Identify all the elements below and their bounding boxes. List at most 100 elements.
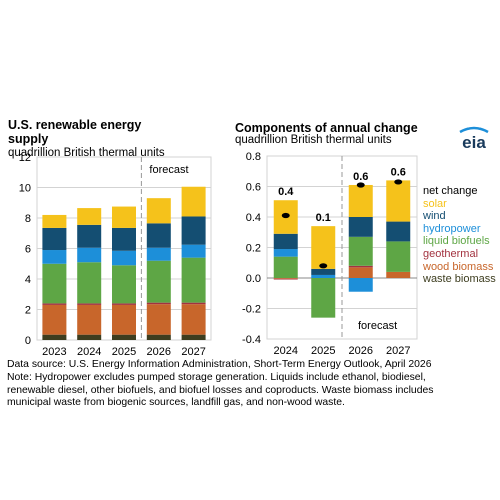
bar-segment-geothermal [112,303,136,305]
note-line-2: renewable diesel, other biofuels, and bi… [7,384,434,396]
net-change-label: 0.6 [391,166,406,178]
legend-item-solar: solar [423,197,447,210]
bar-segment-liquid-biofuels [348,236,373,266]
net-change-label: 0.4 [278,186,294,198]
y-tick-label-right: 0.4 [246,212,261,224]
charts-svg: 0 2 4 6 8 10 12 forecast 2023 2024 2025 2026 2027 -0… [19,151,418,358]
eia-logo-text: eia [462,133,486,152]
legend-item-waste-biomass: waste biomass [423,273,496,286]
bar-segment-wood-biomass [386,271,411,278]
y-tick-label-right: -0.2 [242,304,261,316]
note-line-3: municipal waste from biogenic sources, l… [7,397,345,409]
bar-segment-wood-biomass [146,304,171,335]
net-change-label: 0.1 [316,212,331,224]
bar-segment-solar [386,180,411,222]
net-change-marker [319,263,328,269]
bar-segment-solar [146,198,171,224]
data-source-text: Data source: U.S. Energy Information Adm… [7,359,432,370]
forecast-label-left: forecast [149,164,188,176]
bar-segment-solar [348,184,373,217]
legend-item-geothermal: geothermal [423,248,479,260]
y-tick-label-left: 2 [25,305,31,317]
y-tick-label-left: 0 [25,335,31,347]
legend-item-wood-biomass: wood biomass [423,260,494,273]
bar-segment-hydropower [273,249,298,257]
bar-segment-geothermal [77,303,102,305]
x-tick-label-right: 2027 [386,345,410,357]
bar-segment-wood-biomass [77,304,102,335]
left-chart-title-line2: supply [8,132,49,146]
bar-segment-wood-biomass [42,304,67,335]
eia-logo: eia [457,126,491,152]
bar-segment-waste-biomass [77,334,102,340]
bar-segment-wind [348,217,373,237]
left-chart: 0 2 4 6 8 10 12 forecast 2023 2024 2025 2026 2027 [19,152,212,358]
bar-segment-geothermal [181,302,206,305]
x-tick-label-left: 2026 [147,346,171,358]
bar-segment-wood-biomass [181,304,206,335]
bar-segment-geothermal [273,278,298,280]
bar-segment-wind [311,268,336,275]
bar-segment-hydropower [112,250,136,266]
bar-segment-wind [112,227,136,251]
bar-segment-solar [42,214,67,228]
legend-item-wind: wind [423,210,446,223]
y-tick-label-left: 4 [25,274,31,286]
left-chart-title: U.S. renewable energy supply [8,118,141,146]
bar-segment-wood-biomass [348,267,373,278]
bar-segment-liquid-biofuels [273,256,298,278]
y-tick-label-left: 6 [25,244,31,256]
y-tick-label-left: 10 [19,183,31,195]
y-tick-label-right: 0.6 [246,182,261,194]
x-tick-label-right: 2024 [274,345,298,357]
bar-segment-solar [77,208,102,225]
x-tick-label-right: 2025 [311,345,335,357]
bar-segment-liquid-biofuels [112,265,136,304]
net-change-marker [356,182,365,188]
y-tick-label-right: 0.8 [246,151,261,163]
bar-segment-geothermal [146,302,171,305]
y-tick-label-right: 0.2 [246,243,261,255]
bar-segment-waste-biomass [42,334,67,340]
bar-segment-waste-biomass [181,334,206,340]
net-change-marker [281,212,290,219]
forecast-label-right: forecast [358,320,397,332]
footer-notes: Data source: U.S. Energy Information Adm… [7,359,495,410]
bar-segment-wind [146,223,171,248]
bar-segment-geothermal [42,303,67,305]
x-tick-label-right: 2026 [349,345,373,357]
bar-segment-liquid-biofuels [42,263,67,304]
legend-item-net-change: net change [423,185,478,197]
bar-segment-liquid-biofuels [311,278,336,318]
legend-item-hydropower: hydropower [423,222,481,235]
bar-segment-liquid-biofuels [386,241,411,272]
bar-segment-wind [386,221,411,242]
bar-segment-wood-biomass [112,304,136,335]
net-change-marker [394,179,403,185]
y-tick-label-left: 8 [25,213,31,225]
bar-segment-waste-biomass [112,334,136,340]
bar-segment-wind [42,227,67,251]
left-chart-unit: quadrillion British thermal units [8,147,165,159]
x-tick-label-left: 2025 [112,346,136,358]
right-chart-title: Components of annual change [235,121,418,135]
eia-logo-graphic: eia [459,126,489,152]
bar-segment-liquid-biofuels [146,260,171,303]
bar-segment-hydropower [77,247,102,263]
eia-logo-arc [459,126,489,134]
bar-segment-waste-biomass [146,334,171,340]
bar-segment-hydropower [181,244,206,258]
x-tick-label-left: 2024 [77,346,101,358]
x-tick-label-left: 2027 [181,346,205,358]
bar-segment-solar [181,186,206,217]
net-change-label: 0.6 [353,171,368,183]
bar-segment-hydropower [42,250,67,264]
legend-item-liquid-biofuels: liquid biofuels [423,235,490,248]
bar-segment-hydropower [311,274,336,278]
bar-segment-solar [311,226,336,269]
left-chart-title-line1: U.S. renewable energy [8,118,142,132]
right-chart: -0.4 -0.2 0.0 0.2 0.4 0.6 0.8 forecast 0.4 2024 0.… [242,151,418,357]
bar-segment-geothermal [348,265,373,268]
right-chart-unit: quadrillion British thermal units [235,134,392,146]
bar-segment-liquid-biofuels [181,257,206,303]
